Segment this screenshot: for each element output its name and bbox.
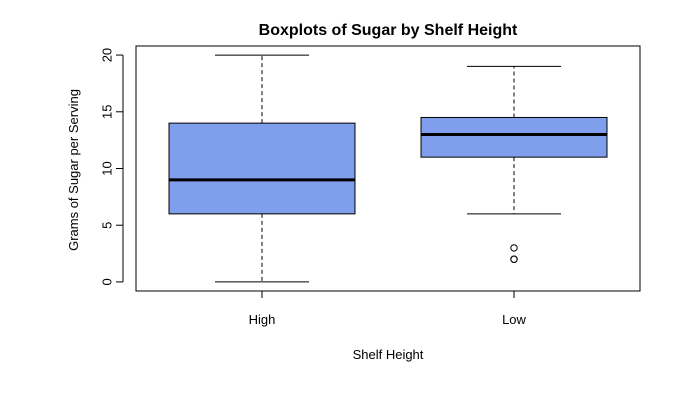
chart-title: Boxplots of Sugar by Shelf Height	[259, 22, 518, 39]
box-high	[168, 122, 356, 215]
box-low	[420, 116, 608, 158]
x-axis: High Low	[249, 291, 527, 327]
x-axis-label: Shelf Height	[353, 347, 424, 362]
outlier-point-low-2	[510, 244, 518, 252]
y-tick-label-5: 5	[100, 222, 115, 229]
y-tick-label-10: 10	[100, 161, 115, 175]
y-tick-label-20: 20	[100, 48, 115, 62]
y-axis: 0 5 10 15 20	[100, 48, 124, 286]
y-axis-label: Grams of Sugar per Serving	[66, 89, 81, 251]
outlier-point-low-1	[510, 255, 518, 263]
plot-area	[135, 45, 641, 292]
y-tick-label-0: 0	[100, 278, 115, 285]
x-tick-label-high: High	[249, 312, 276, 327]
plot-frame	[135, 45, 641, 292]
x-tick-label-low: Low	[502, 312, 526, 327]
y-tick-label-15: 15	[100, 105, 115, 119]
